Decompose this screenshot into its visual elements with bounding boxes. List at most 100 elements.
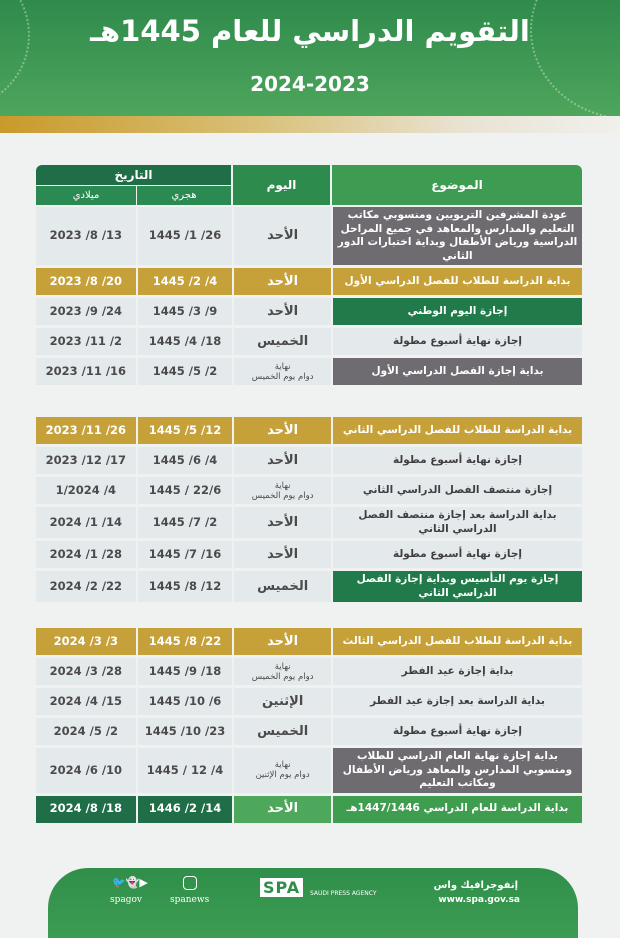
topic-cell: بداية الدراسة للعام الدراسي 1447/1446هـ (332, 795, 582, 823)
day-line: دوام يوم الخميس (251, 371, 314, 382)
gregorian-date: 13/ 8/ 2023 (36, 207, 136, 265)
footer-brand: إنفوجرافيك واس (433, 880, 518, 891)
day-cell: الأحد (234, 795, 331, 823)
day-cell: الأحد (234, 541, 331, 568)
topic-cell: إجازة اليوم الوطني (332, 298, 582, 325)
header-date: التاريخ (36, 165, 231, 185)
hijri-date: 4/ 6/ 1445 (137, 447, 233, 474)
gregorian-date: 28/ 3/ 2024 (36, 658, 136, 685)
topic-cell: إجازة نهاية أسبوع مطولة (332, 541, 582, 568)
gregorian-date: 4/ 1/2024 (36, 477, 136, 504)
snapchat-icon[interactable]: 👻 (125, 876, 140, 889)
page-subtitle: 2024-2023 (250, 72, 370, 96)
footer-handle-spagov[interactable]: spagov (110, 895, 143, 905)
topic-cell: بداية الدراسة للطلاب للفصل الدراسي الثال… (332, 628, 582, 655)
day-line: دوام يوم الإثنين (255, 770, 310, 781)
hijri-date: 22/6 / 1445 (137, 477, 233, 504)
hijri-date: 2/ 5/ 1445 (137, 358, 233, 385)
table-row: 24/ 9/ 2023 9/ 3/ 1445 الأحد إجازة اليوم ال… (36, 298, 582, 325)
day-line: نهاية (274, 361, 291, 372)
day-line: نهاية (274, 661, 291, 672)
topic-cell: عودة المشرفين التربويين ومنسوبي مكاتب ال… (332, 207, 582, 265)
table-row: 22/ 2/ 2024 12/ 8/ 1445 الخميس إجازة يوم ال… (36, 571, 582, 602)
day-cell: نهاية دوام يوم الخميس (234, 658, 331, 685)
topic-cell: بداية الدراسة بعد إجازة عيد الفطر (332, 688, 582, 715)
day-cell: الأحد (234, 417, 331, 444)
hijri-date: 2/ 7/ 1445 (137, 507, 233, 538)
hijri-date: 18/ 9/ 1445 (137, 658, 233, 685)
footer-handle-spanews[interactable]: spanews (170, 895, 210, 905)
hijri-date: 12/ 8/ 1445 (137, 571, 233, 602)
day-cell: الأحد (234, 298, 331, 325)
hijri-date: 14/ 2/ 1446 (137, 795, 233, 823)
gregorian-date: 26/ 11/ 2023 (36, 417, 136, 444)
gregorian-date: 14/ 1/ 2024 (36, 507, 136, 538)
header-topic: الموضوع (332, 165, 582, 205)
hijri-date: 18/ 4/ 1445 (137, 328, 233, 355)
table-row: 17/ 12/ 2023 4/ 6/ 1445 الأحد إجازة نهاية أ… (36, 447, 582, 474)
term-3-section: 3/ 3/ 2024 22/ 8/ 1445 الأحد بداية الدراسة … (36, 628, 582, 823)
gregorian-date: 22/ 2/ 2024 (36, 571, 136, 602)
hijri-date: 6/ 10/ 1445 (137, 688, 233, 715)
topic-cell: بداية الدراسة للطلاب للفصل الدراسي الثان… (332, 417, 582, 444)
social-icons[interactable]: 🐦👻▶ (112, 876, 148, 889)
day-cell: الأحد (234, 507, 331, 538)
hero-banner: التقويم الدراسي للعام 1445هـ 2024-2023 (0, 0, 620, 116)
day-line: نهاية (274, 480, 291, 491)
hijri-date: 23/ 10/ 1445 (137, 718, 233, 745)
gregorian-date: 16/ 11/ 2023 (36, 358, 136, 385)
term-1-section: 13/ 8/ 2023 26/ 1/ 1445 الأحد عودة المشرفين… (36, 207, 582, 385)
table-row: 28/ 3/ 2024 18/ 9/ 1445 نهاية دوام يوم الخم… (36, 658, 582, 685)
gold-divider (0, 116, 620, 133)
topic-cell: إجازة نهاية أسبوع مطولة (332, 328, 582, 355)
day-cell: الإثنين (234, 688, 331, 715)
hijri-date: 16/ 7/ 1445 (137, 541, 233, 568)
topic-cell: إجازة يوم التأسيس وبداية إجازة الفصل الد… (332, 571, 582, 602)
hijri-date: 4/ 2/ 1445 (137, 268, 233, 295)
table-row: 10/ 6/ 2024 4/ 12 / 1445 نهاية دوام يوم الإ… (36, 748, 582, 793)
topic-cell: بداية إجازة الفصل الدراسي الأول (332, 358, 582, 385)
gregorian-date: 20/ 8/ 2023 (36, 268, 136, 295)
topic-cell: إجازة منتصف الفصل الدراسي الثاني (332, 477, 582, 504)
topic-cell: بداية إجازة نهاية العام الدراسي للطلاب و… (332, 748, 582, 793)
hijri-date: 9/ 3/ 1445 (137, 298, 233, 325)
footer-band: إنفوجرافيك واس www.spa.gov.sa SPA SAUDI … (48, 868, 578, 938)
day-cell: الخميس (234, 571, 331, 602)
gregorian-date: 2/ 11/ 2023 (36, 328, 136, 355)
table-row: 15/ 4/ 2024 6/ 10/ 1445 الإثنين بداية الدرا… (36, 688, 582, 715)
gregorian-date: 3/ 3/ 2024 (36, 628, 136, 655)
topic-cell: إجازة نهاية أسبوع مطولة (332, 447, 582, 474)
day-cell: الخميس (234, 328, 331, 355)
day-cell: الخميس (234, 718, 331, 745)
spa-logo: SPA (260, 878, 304, 897)
youtube-icon[interactable]: ▶ (139, 876, 148, 889)
topic-cell: بداية الدراسة للطلاب للفصل الدراسي الأول (332, 268, 582, 295)
day-line: دوام يوم الخميس (251, 490, 314, 501)
table-row: 26/ 11/ 2023 12/ 5/ 1445 الأحد بداية الدراس… (36, 417, 582, 444)
table-row: 3/ 3/ 2024 22/ 8/ 1445 الأحد بداية الدراسة … (36, 628, 582, 655)
day-line: نهاية (274, 760, 291, 771)
page-title: التقويم الدراسي للعام 1445هـ (90, 14, 530, 48)
hijri-date: 22/ 8/ 1445 (137, 628, 233, 655)
hijri-date: 26/ 1/ 1445 (137, 207, 233, 265)
table-row: 16/ 11/ 2023 2/ 5/ 1445 نهاية دوام يوم الخم… (36, 358, 582, 385)
day-cell: الأحد (234, 447, 331, 474)
day-cell: نهاية دوام يوم الإثنين (234, 748, 331, 793)
topic-cell: بداية إجازة عيد الفطر (332, 658, 582, 685)
table-row: 14/ 1/ 2024 2/ 7/ 1445 الأحد بداية الدراسة … (36, 507, 582, 538)
instagram-icon[interactable] (183, 876, 197, 890)
table-row: 18/ 8/ 2024 14/ 2/ 1446 الأحد بداية الدراسة… (36, 795, 582, 823)
day-cell: نهاية دوام يوم الخميس (234, 477, 331, 504)
day-cell: الأحد (234, 207, 331, 265)
hijri-date: 12/ 5/ 1445 (137, 417, 233, 444)
topic-cell: بداية الدراسة بعد إجازة منتصف الفصل الدر… (332, 507, 582, 538)
footer-url[interactable]: www.spa.gov.sa (438, 895, 520, 905)
table-header: التاريخ ميلادي هجري اليوم الموضوع (36, 165, 582, 205)
day-cell: الأحد (234, 268, 331, 295)
hijri-date: 4/ 12 / 1445 (137, 748, 233, 793)
topic-cell: إجازة نهاية أسبوع مطولة (332, 718, 582, 745)
twitter-icon[interactable]: 🐦 (112, 876, 126, 889)
gregorian-date: 28/ 1/ 2024 (36, 541, 136, 568)
gregorian-date: 2/ 5/ 2024 (36, 718, 136, 745)
table-row: 4/ 1/2024 22/6 / 1445 نهاية دوام يوم الخميس… (36, 477, 582, 504)
